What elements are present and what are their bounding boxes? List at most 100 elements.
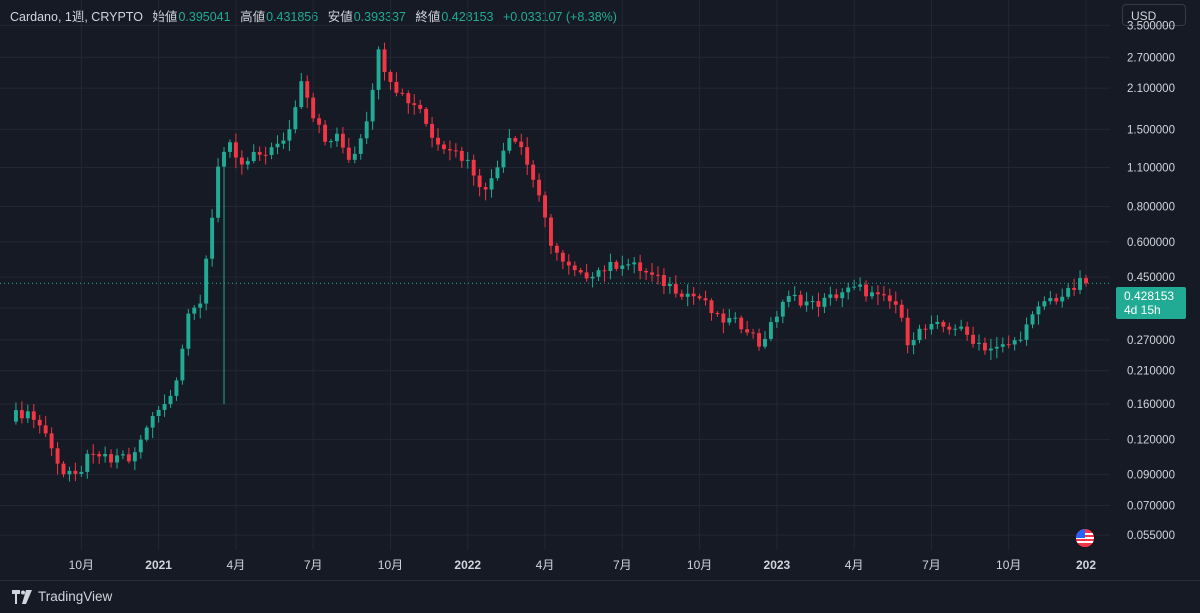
candle-body [483,187,488,190]
candle-body [1018,339,1023,341]
candle-body [465,159,470,161]
candle-body [251,151,256,162]
candle-body [792,294,797,297]
candle-body [138,439,143,453]
candle-body [905,317,910,346]
candle-body [602,270,607,272]
candle-body [1060,296,1065,302]
candle-body [115,455,119,463]
candle-body [596,270,601,277]
candle-body [323,124,328,142]
change-value: +0.033107 (+8.38%) [502,10,617,24]
candle-body [679,293,684,297]
time-tick-label: 2022 [454,558,481,572]
candle-body [459,150,464,161]
candle-body [549,217,553,246]
candle-body [1030,314,1035,325]
close-label: 終値 [415,10,441,24]
candle-body [388,72,393,82]
high-label: 高値 [240,10,266,24]
candle-body [210,217,215,259]
candle-body [453,150,458,152]
candle-body [109,454,114,463]
candle-body [774,316,779,323]
candle-body [447,149,452,151]
candle-body [120,454,125,456]
candle-body [727,318,732,323]
low-value: 0.393337 [353,10,406,24]
candle-body [917,328,922,341]
time-axis[interactable]: 10月 2021 4月 7月 10月 2022 4月 7月 10月 2023 4月 7月 10月 202 [0,550,1110,580]
candle-body [186,313,191,349]
price-tick-label: 0.210000 [1127,366,1175,378]
candle-body [73,470,78,474]
candle-body [132,452,137,462]
candle-body [638,262,643,271]
candle-body [566,261,571,266]
price-axis[interactable]: 3.500000 2.700000 2.100000 1.500000 1.100000… [1110,0,1200,550]
price-tick-label: 0.070000 [1127,501,1175,513]
tradingview-logo[interactable]: TradingView [12,589,112,604]
us-flag-icon[interactable] [1076,529,1094,547]
candle-body [174,380,179,396]
candle-body [1036,306,1041,315]
time-tick-label: 2021 [145,558,172,572]
candle-body [103,454,108,457]
candle-body [834,294,839,299]
candle-body [412,103,417,105]
price-tick-label: 3.500000 [1127,20,1175,32]
grid-lines [0,0,1110,550]
candle-body [495,167,500,179]
candle-body [257,151,262,155]
candle-body [543,195,547,218]
candle-body [269,147,274,155]
price-tick-label: 2.100000 [1127,83,1175,95]
candle-body [971,334,976,344]
candle-body [608,261,613,272]
candle-body [531,164,536,180]
candle-body [977,342,981,344]
candle-body [751,332,756,334]
candle-body [697,296,702,299]
time-tick-label: 4月 [227,558,246,572]
time-tick-label: 4月 [845,558,864,572]
candle-body [554,245,559,253]
candle-body [352,153,357,160]
last-price-value: 0.428153 [1124,289,1175,303]
candle-body [1066,287,1071,297]
currency-button[interactable]: USD [1122,4,1186,26]
candle-body [1048,298,1053,302]
candle-body [13,410,18,422]
candle-body [691,293,696,297]
candle-body [204,258,209,304]
candle-body [227,142,232,152]
candle-body [150,416,155,428]
candle-body [329,141,333,143]
candle-body [673,284,678,294]
candle-body [507,138,512,151]
candle-body [489,178,494,190]
candle-body [632,262,637,265]
candle-body [287,129,292,141]
candle-body [875,292,880,295]
candle-body [745,329,750,333]
candle-body [168,395,173,405]
candle-body [275,143,280,148]
candle-body [281,140,286,144]
candle-body [364,121,369,139]
candle-body [822,297,827,307]
candle-body [1000,344,1005,347]
candle-body [358,138,363,154]
candle-body [709,300,714,314]
candle-body [442,144,446,150]
candle-body [418,104,423,109]
candle-body [245,161,250,165]
candle-body [299,81,304,108]
candle-body [965,326,970,335]
candle-body [685,293,690,297]
candle-body [994,346,999,349]
symbol-name[interactable]: Cardano, 1週, CRYPTO [10,10,143,24]
candle-body [929,323,934,330]
price-chart-plot[interactable] [0,0,1110,550]
price-tick-label: 0.055000 [1127,530,1175,542]
